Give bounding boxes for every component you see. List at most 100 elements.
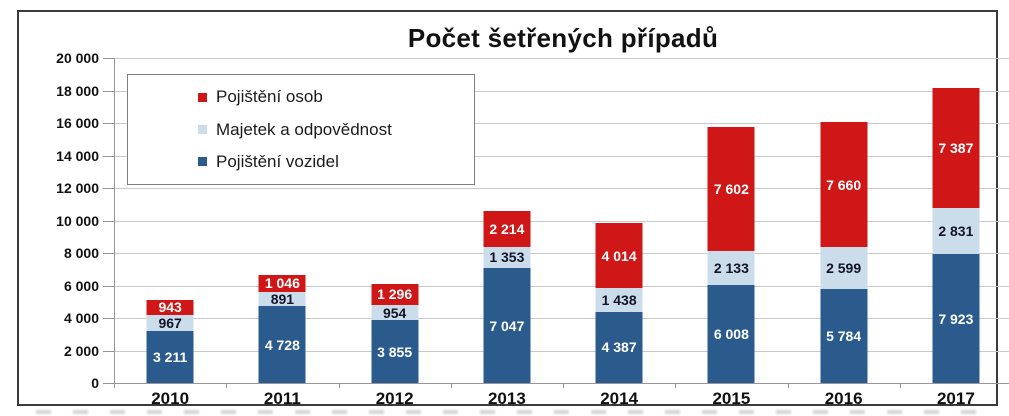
bar-value-label: 943 [158, 299, 182, 316]
x-axis-label: 2016 [824, 389, 863, 408]
y-tick [103, 123, 114, 124]
x-tick [114, 383, 115, 388]
bar-value-label: 7 602 [713, 180, 749, 197]
bar-value-label: 1 353 [489, 249, 525, 266]
stacked-bar: 7 602 2 133 6 008 [707, 127, 755, 383]
bar-segment: 1 353 [483, 246, 531, 269]
bar-segment: 7 923 [932, 254, 980, 383]
bar-value-label: 1 438 [601, 292, 637, 309]
y-axis-label: 0 [91, 375, 99, 391]
bar-segment: 4 014 [595, 223, 643, 289]
gridline [114, 285, 1009, 287]
bar-value-label: 891 [270, 290, 295, 307]
bar-slot: 2 214 1 353 7 047 [451, 58, 563, 383]
gridline [114, 90, 1009, 92]
bar-slot: 943 967 3 211 [114, 58, 226, 383]
y-axis-label: 16 000 [56, 115, 99, 131]
bar-value-label: 2 133 [713, 260, 749, 277]
x-axis-label: 2010 [151, 389, 190, 408]
legend-item: Majetek a odpovědnost [198, 120, 474, 140]
gridline [114, 155, 1009, 157]
stacked-bar: 2 214 1 353 7 047 [483, 210, 531, 383]
bar-value-label: 7 660 [826, 176, 862, 193]
x-tick [450, 383, 452, 388]
bar-value-label: 2 831 [938, 223, 974, 240]
y-axis-label: 10 000 [56, 212, 99, 229]
y-axis-label: 14 000 [56, 147, 99, 164]
stacked-bar: 7 660 2 599 5 784 [820, 122, 868, 383]
y-axis-label: 12 000 [56, 180, 99, 196]
y-tick [103, 155, 114, 157]
bar-value-label: 3 211 [152, 348, 188, 365]
gridline [114, 123, 1009, 124]
gridline [114, 253, 1009, 254]
bar-segment: 5 784 [820, 289, 868, 383]
legend: Pojištění osob Majetek a odpovědnost Pojiš… [127, 74, 475, 185]
bar-value-label: 7 387 [938, 140, 974, 157]
plot-area: 943 967 3 211 1 046 891 4 728 1 296 954 3 855 2 2… [114, 58, 1009, 384]
bar-segment: 891 [258, 290, 306, 307]
x-axis-label: 2012 [375, 389, 414, 408]
bar-slot: 7 660 2 599 5 784 [788, 58, 900, 383]
bar-slot: 7 387 2 831 7 923 [900, 58, 1009, 383]
bar-value-label: 1 046 [264, 275, 300, 292]
x-tick [899, 383, 901, 388]
y-tick [103, 90, 114, 92]
legend-label: Majetek a odpovědnost [216, 119, 392, 139]
x-axis-label: 2017 [936, 389, 975, 408]
legend-swatch-icon [198, 92, 207, 102]
bar-segment: 2 599 [820, 246, 868, 289]
y-axis-label: 18 000 [56, 82, 99, 99]
y-axis-line [114, 58, 115, 384]
x-axis-label: 2013 [487, 389, 526, 408]
y-tick [103, 350, 114, 352]
bar-segment: 7 387 [932, 88, 980, 209]
gridline [114, 188, 1009, 189]
bar-segment: 6 008 [707, 285, 755, 383]
legend-item: Pojištění osob [198, 87, 474, 107]
bar-value-label: 7 047 [489, 317, 525, 334]
x-tick [675, 383, 677, 388]
y-tick [103, 318, 114, 319]
bar-value-label: 4 014 [601, 247, 637, 264]
bar-segment: 4 728 [258, 306, 306, 383]
bar-value-label: 967 [158, 314, 182, 331]
legend-swatch-icon [198, 157, 207, 167]
y-axis-label: 4 000 [63, 310, 99, 326]
y-axis-label: 6 000 [63, 277, 99, 294]
bar-segment: 967 [146, 314, 194, 331]
bar-segment: 7 602 [707, 127, 755, 251]
bars-container: 943 967 3 211 1 046 891 4 728 1 296 954 3 855 2 2… [114, 58, 1009, 383]
gridline [114, 350, 1009, 352]
legend-label: Pojištění vozidel [216, 151, 339, 171]
bar-segment: 1 046 [258, 274, 306, 292]
stacked-bar: 7 387 2 831 7 923 [932, 88, 980, 383]
bar-value-label: 2 214 [489, 220, 525, 237]
gridline [114, 220, 1009, 222]
bar-value-label: 4 387 [601, 339, 637, 356]
cropped-text-artifact [36, 410, 984, 414]
x-axis-label: 2014 [600, 389, 639, 408]
chart-frame: Počet šetřených případů 943 967 3 211 1 046… [17, 10, 1009, 408]
stacked-bar: 1 296 954 3 855 [371, 283, 419, 383]
bar-value-label: 3 855 [377, 343, 413, 360]
y-axis-label: 8 000 [63, 245, 99, 261]
bar-segment: 1 296 [371, 283, 419, 305]
x-tick [226, 383, 228, 388]
gridline [114, 383, 1009, 384]
bar-value-label: 5 784 [826, 327, 862, 344]
y-axis-label: 2 000 [63, 342, 99, 359]
legend-label: Pojištění osob [216, 87, 323, 107]
y-axis-label: 20 000 [56, 50, 99, 66]
bar-segment: 2 214 [483, 210, 531, 247]
bar-segment: 4 387 [595, 311, 643, 383]
gridline [114, 318, 1009, 319]
y-tick [103, 253, 114, 254]
bar-segment: 2 831 [932, 208, 980, 255]
x-axis-label: 2011 [263, 389, 301, 408]
y-tick [103, 383, 114, 384]
stacked-bar: 943 967 3 211 [146, 299, 194, 383]
x-tick [338, 383, 340, 388]
y-tick [103, 285, 114, 287]
